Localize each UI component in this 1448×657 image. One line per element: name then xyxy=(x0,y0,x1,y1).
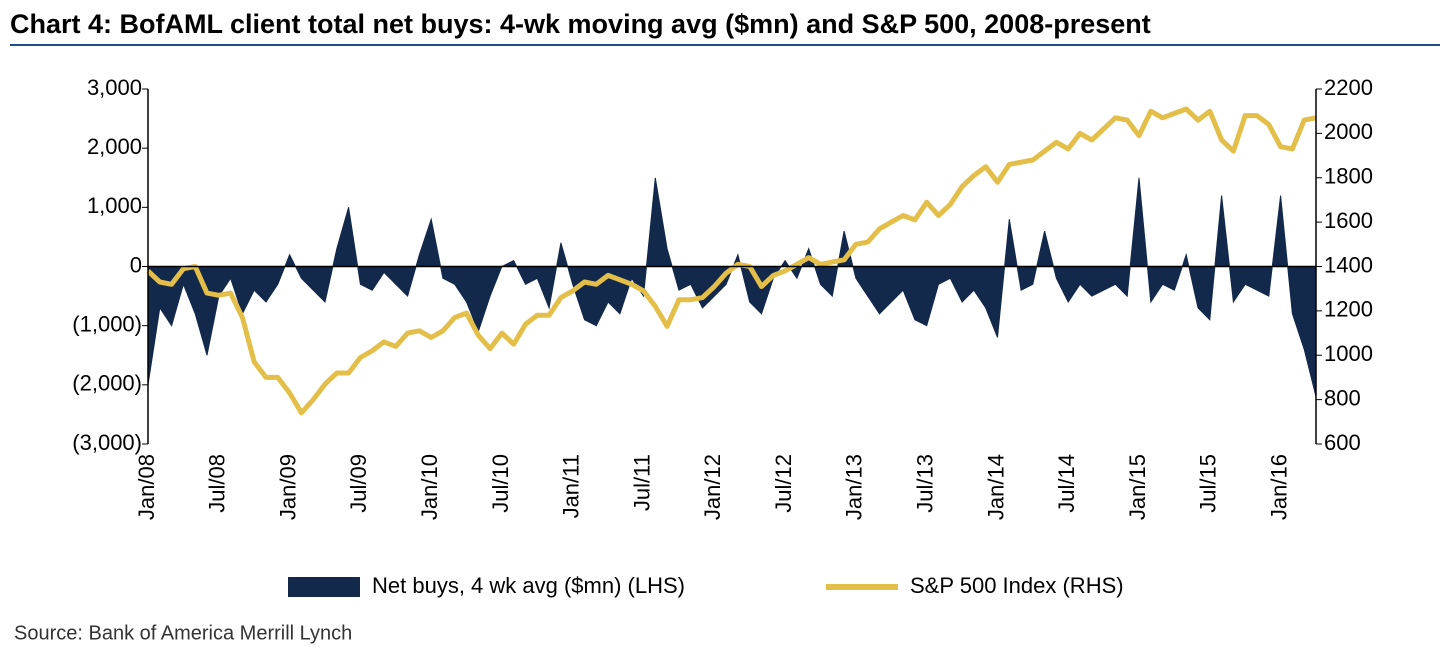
legend-label: S&P 500 Index (RHS) xyxy=(910,573,1124,598)
x-tick-label: Jul/09 xyxy=(346,454,371,513)
sp500-line xyxy=(146,106,1317,416)
x-tick-label: Jul/12 xyxy=(771,454,796,513)
legend-label: Net buys, 4 wk avg ($mn) (LHS) xyxy=(372,573,685,598)
x-tick-label: Jul/13 xyxy=(912,454,937,513)
x-tick-label: Jan/15 xyxy=(1125,454,1150,520)
source: Source: Bank of America Merrill Lynch xyxy=(14,622,352,644)
x-tick-label: Jul/11 xyxy=(629,454,654,511)
y-tick-label: 3,000 xyxy=(87,75,142,100)
x-tick-label: Jan/09 xyxy=(275,454,300,520)
x-tick-label: Jan/10 xyxy=(417,454,442,520)
x-tick-label: Jul/14 xyxy=(1054,454,1079,513)
y-tick-label: 2,000 xyxy=(87,134,142,159)
y-tick-label: 0 xyxy=(130,252,142,277)
x-tick-label: Jul/08 xyxy=(205,454,230,513)
y-tick-label: (2,000) xyxy=(72,371,142,396)
x-tick-label: Jan/11 xyxy=(559,454,584,518)
legend-swatch xyxy=(288,577,360,597)
y-tick-label: (1,000) xyxy=(72,311,142,336)
net-buys-area xyxy=(147,177,1317,397)
y2-tick-label: 800 xyxy=(1324,385,1361,410)
x-tick-label: Jan/08 xyxy=(134,454,159,520)
y2-tick-label: 2000 xyxy=(1324,119,1373,144)
x-tick-label: Jul/15 xyxy=(1196,454,1221,513)
y2-tick-label: 1800 xyxy=(1324,164,1373,189)
y-tick-label: (3,000) xyxy=(72,430,142,455)
x-tick-label: Jan/16 xyxy=(1266,454,1291,520)
x-tick-label: Jan/13 xyxy=(842,454,867,520)
y2-tick-label: 1600 xyxy=(1324,208,1373,233)
x-tick-label: Jul/10 xyxy=(488,454,513,513)
x-tick-label: Jan/12 xyxy=(700,454,725,520)
y2-tick-label: 600 xyxy=(1324,430,1361,455)
y2-tick-label: 2200 xyxy=(1324,75,1373,100)
chart-title: Chart 4: BofAML client total net buys: 4… xyxy=(10,9,1151,39)
y2-tick-label: 1400 xyxy=(1324,252,1373,277)
x-tick-label: Jan/14 xyxy=(983,454,1008,520)
y-tick-label: 1,000 xyxy=(87,193,142,218)
y2-tick-label: 1000 xyxy=(1324,341,1373,366)
y2-tick-label: 1200 xyxy=(1324,297,1373,322)
